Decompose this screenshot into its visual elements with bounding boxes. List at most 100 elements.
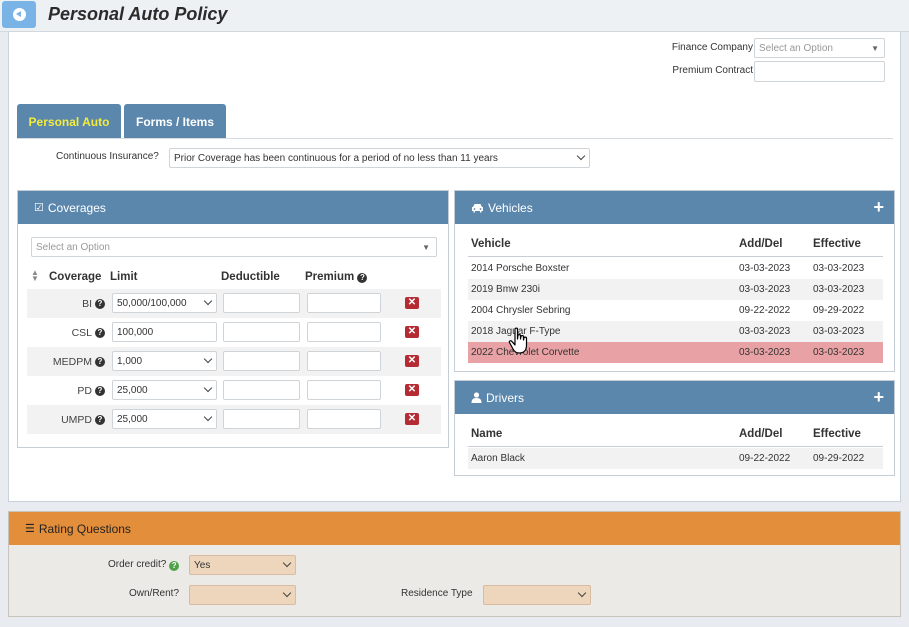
limit-input[interactable]: 100,000	[112, 322, 217, 342]
coverage-name-text: CSL	[71, 327, 92, 339]
coverage-add-placeholder: Select an Option	[36, 242, 110, 253]
hand-cursor-icon	[508, 327, 528, 354]
finance-company-select[interactable]: Select an Option ▼	[754, 38, 885, 58]
tab-divider	[17, 138, 893, 139]
premium-input[interactable]	[307, 380, 381, 400]
add-driver-plus-icon[interactable]: +	[873, 387, 884, 407]
question-icon[interactable]: ?	[95, 328, 105, 338]
continuous-insurance-value: Prior Coverage has been continuous for a…	[174, 153, 498, 164]
vehicles-title: Vehicles	[488, 200, 533, 215]
delete-icon[interactable]: ✕	[405, 413, 419, 425]
limit-select[interactable]: 50,000/100,000	[112, 293, 217, 313]
list-icon: ☰	[25, 523, 35, 535]
question-icon[interactable]: ?	[169, 561, 180, 571]
question-icon[interactable]: ?	[357, 273, 368, 283]
premium-contract-input[interactable]	[754, 61, 885, 82]
premium-input[interactable]	[307, 293, 381, 313]
vehicle-adddel: 03-03-2023	[739, 326, 791, 337]
coverage-name-text: MEDPM	[52, 356, 92, 368]
limit-select[interactable]: 25,000	[112, 409, 217, 429]
premium-input[interactable]	[307, 351, 381, 371]
table-header-divider	[468, 256, 883, 257]
chevron-down-icon	[577, 588, 587, 598]
drivers-header: Drivers +	[455, 381, 894, 414]
user-icon	[471, 392, 482, 403]
tab-forms-items[interactable]: Forms / Items	[124, 104, 226, 139]
adddel-column-header: Add/Del	[739, 238, 783, 250]
delete-icon[interactable]: ✕	[405, 297, 419, 309]
chevron-down-icon	[282, 558, 292, 568]
own-rent-select[interactable]	[189, 585, 296, 605]
coverage-name: PD?	[77, 385, 105, 397]
add-vehicle-plus-icon[interactable]: +	[873, 197, 884, 217]
rating-questions-title: Rating Questions	[38, 521, 131, 536]
deductible-input[interactable]	[223, 351, 300, 371]
delete-icon[interactable]: ✕	[405, 384, 419, 396]
adddel-column-header: Add/Del	[739, 428, 783, 440]
vehicles-card: Vehicles + Vehicle Add/Del Effective 201…	[454, 190, 895, 372]
coverage-name: UMPD?	[61, 414, 105, 426]
question-icon[interactable]: ?	[95, 299, 105, 309]
page-title: Personal Auto Policy	[48, 4, 228, 24]
delete-icon[interactable]: ✕	[405, 355, 419, 367]
vehicle-row[interactable]: 2014 Porsche Boxster 03-03-2023 03-03-20…	[468, 258, 883, 279]
effective-column-header: Effective	[813, 428, 861, 440]
coverage-row-bi: BI? 50,000/100,000 ✕	[27, 289, 441, 318]
car-icon	[472, 203, 483, 212]
coverage-name: CSL?	[72, 327, 105, 339]
order-credit-select[interactable]: Yes	[189, 555, 296, 575]
premium-input[interactable]	[307, 322, 381, 342]
question-icon[interactable]: ?	[95, 415, 105, 425]
premium-input[interactable]	[307, 409, 381, 429]
drivers-title: Drivers	[486, 390, 524, 405]
limit-column-header: Limit	[110, 271, 138, 283]
order-credit-label-text: Order credit?	[108, 559, 167, 570]
delete-icon[interactable]: ✕	[405, 326, 419, 338]
driver-adddel: 09-22-2022	[739, 453, 791, 464]
tab-personal-auto[interactable]: Personal Auto	[17, 104, 121, 139]
deductible-column-header: Deductible	[221, 271, 280, 283]
coverage-name-text: UMPD	[61, 414, 92, 426]
order-credit-label: Order credit? ?	[108, 559, 180, 571]
continuous-insurance-label: Continuous Insurance?	[56, 151, 159, 162]
table-header-divider	[468, 446, 883, 447]
coverage-add-select[interactable]: Select an Option ▼	[31, 237, 437, 257]
deductible-input[interactable]	[223, 293, 300, 313]
coverage-column-header: Coverage	[49, 271, 102, 283]
vehicle-name: 2019 Bmw 230i	[471, 284, 540, 295]
deductible-input[interactable]	[223, 409, 300, 429]
chevron-down-icon	[203, 354, 213, 364]
residence-type-select[interactable]	[483, 585, 591, 605]
limit-select[interactable]: 1,000	[112, 351, 217, 371]
coverages-title: Coverages	[47, 200, 106, 215]
vehicle-row[interactable]: 2019 Bmw 230i 03-03-2023 03-03-2023	[468, 279, 883, 300]
rating-questions-header: ☰ Rating Questions	[9, 512, 900, 545]
vehicle-row[interactable]: 2018 Jaguar F-Type 03-03-2023 03-03-2023	[468, 321, 883, 342]
vehicle-effective: 03-03-2023	[813, 263, 865, 274]
premium-column-label: Premium	[305, 271, 355, 283]
coverages-header: ☑ Coverages	[18, 191, 448, 224]
limit-value: 1,000	[117, 356, 143, 367]
limit-value: 25,000	[117, 385, 148, 396]
driver-effective: 09-29-2022	[813, 453, 865, 464]
vehicle-row-selected[interactable]: 2022 Chevrolet Corvette 03-03-2023 03-03…	[468, 342, 883, 363]
deductible-input[interactable]	[223, 380, 300, 400]
coverage-name-text: PD	[77, 385, 92, 397]
finance-company-label: Finance Company	[671, 42, 753, 53]
coverages-card: ☑ Coverages Select an Option ▼ ▲ ▼ Covera…	[17, 190, 449, 448]
driver-row[interactable]: Aaron Black 09-22-2022 09-29-2022	[468, 448, 883, 469]
vehicle-adddel: 03-03-2023	[739, 263, 791, 274]
deductible-input[interactable]	[223, 322, 300, 342]
question-icon[interactable]: ?	[95, 386, 105, 396]
effective-column-header: Effective	[813, 238, 861, 250]
vehicle-name: 2022 Chevrolet Corvette	[471, 347, 580, 358]
question-icon[interactable]: ?	[95, 357, 105, 367]
sort-icon[interactable]: ▲ ▼	[31, 268, 39, 283]
back-button[interactable]	[2, 1, 36, 28]
coverage-row-medpm: MEDPM? 1,000 ✕	[27, 347, 441, 376]
continuous-insurance-select[interactable]: Prior Coverage has been continuous for a…	[169, 148, 590, 168]
vehicle-row[interactable]: 2004 Chrysler Sebring 09-22-2022 09-29-2…	[468, 300, 883, 321]
order-credit-value: Yes	[194, 560, 211, 571]
limit-select[interactable]: 25,000	[112, 380, 217, 400]
driver-name: Aaron Black	[471, 453, 525, 464]
